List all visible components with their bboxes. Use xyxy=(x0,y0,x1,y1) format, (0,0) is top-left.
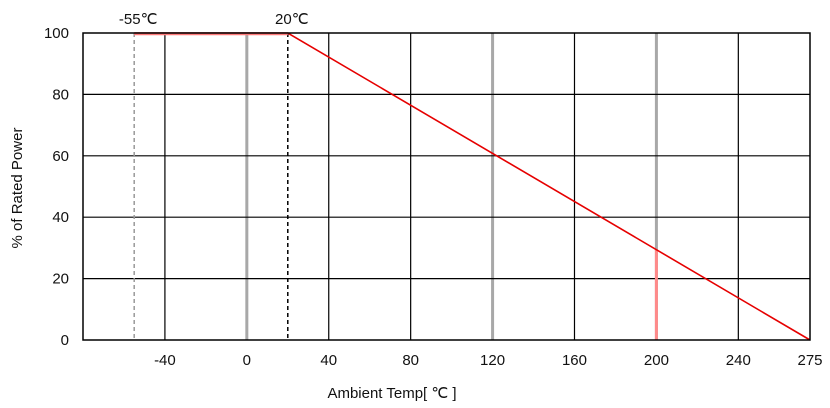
y-axis-label: % of Rated Power xyxy=(9,128,26,249)
y-tick-label: 100 xyxy=(44,25,69,42)
derating-curve xyxy=(134,32,811,341)
x-tick-label: 80 xyxy=(402,352,419,369)
x-axis-label: Ambient Temp[ ℃ ] xyxy=(327,385,456,402)
x-tick-label: 160 xyxy=(562,352,587,369)
annotation-label: 20℃ xyxy=(275,11,309,28)
y-tick-label: 20 xyxy=(52,271,69,288)
tick-labels: -40 0 40 80 120 160 200 240 275 0 20 40 60 80 100 xyxy=(44,25,823,369)
x-tick-label: 275 xyxy=(797,352,822,369)
series xyxy=(134,32,811,341)
y-tick-label: 80 xyxy=(52,86,69,103)
grid xyxy=(83,33,810,340)
plot-border xyxy=(82,32,811,341)
markers xyxy=(133,33,658,340)
x-tick-label: 120 xyxy=(480,352,505,369)
x-tick-label: 200 xyxy=(644,352,669,369)
x-tick-label: 0 xyxy=(243,352,251,369)
annotation-label: -55℃ xyxy=(119,11,158,28)
y-tick-label: 60 xyxy=(52,148,69,165)
y-tick-label: 0 xyxy=(61,332,69,349)
y-tick-label: 40 xyxy=(52,209,69,226)
plot-frame xyxy=(82,32,811,341)
x-tick-label: -40 xyxy=(154,352,176,369)
x-tick-label: 40 xyxy=(320,352,337,369)
annotations: -55℃ 20℃ xyxy=(119,11,309,28)
x-tick-label: 240 xyxy=(726,352,751,369)
